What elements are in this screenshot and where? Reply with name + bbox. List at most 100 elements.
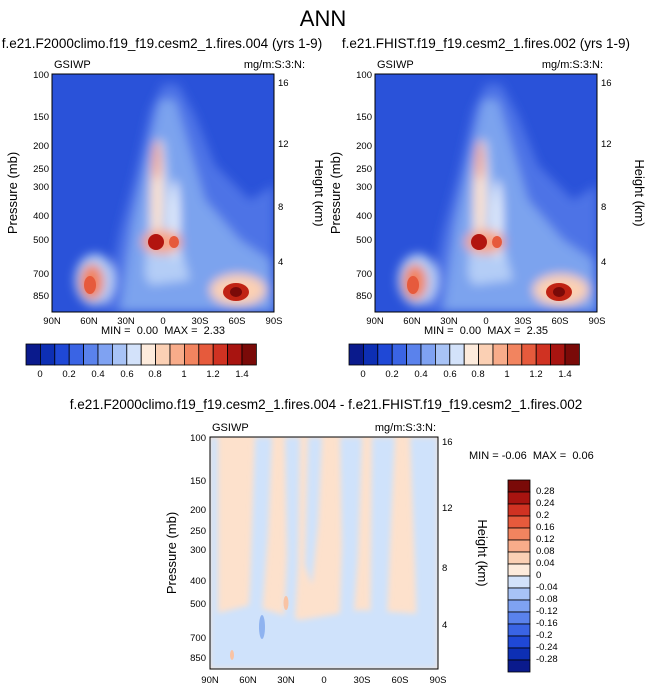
colorbar-label: 0.24 bbox=[536, 498, 555, 509]
colorbar-box bbox=[391, 343, 407, 366]
colorbar-box bbox=[169, 343, 185, 366]
x-tick: 30N bbox=[277, 675, 295, 686]
y-tick: 150 bbox=[356, 112, 372, 123]
colorbar-box bbox=[241, 343, 257, 366]
y-tick: 150 bbox=[33, 112, 49, 123]
colorbar-label: -0.04 bbox=[536, 582, 558, 593]
colorbar-label: 0.4 bbox=[414, 369, 427, 380]
y-right-tick: 8 bbox=[601, 202, 606, 213]
colorbar-box bbox=[507, 635, 531, 649]
colorbar-label: 1 bbox=[181, 369, 186, 380]
x-tick: 60N bbox=[239, 675, 257, 686]
panel-1-right-label: mg/m:S:3:N: bbox=[244, 59, 305, 71]
colorbar-label: 0.2 bbox=[536, 510, 549, 521]
panel-1-colorbar: 0 0.2 0.4 0.6 0.8 1 1.2 1.4 bbox=[25, 343, 257, 380]
panel-1-x-ticks: 90N 60N 30N 0 30S 60S 90S bbox=[43, 316, 282, 327]
panel-2-right-label: mg/m:S:3:N: bbox=[542, 59, 603, 71]
colorbar-box bbox=[507, 527, 531, 541]
y-tick: 400 bbox=[33, 211, 49, 222]
panel-2-title: f.e21.FHIST.f19_f19.cesm2_1.fires.002 (y… bbox=[342, 36, 630, 51]
colorbar-box bbox=[507, 551, 531, 565]
x-tick: 90S bbox=[430, 675, 447, 686]
colorbar-label: -0.28 bbox=[536, 654, 558, 665]
panel-3-ylabel-right: Height (km) bbox=[475, 519, 490, 586]
colorbar-box bbox=[54, 343, 70, 366]
panel-2-left-label: GSIWP bbox=[377, 59, 414, 71]
panel-3-left-label: GSIWP bbox=[212, 422, 249, 434]
y-tick: 300 bbox=[190, 545, 206, 556]
colorbar-box bbox=[435, 343, 451, 366]
colorbar-label: 1.4 bbox=[558, 369, 571, 380]
y-tick: 500 bbox=[190, 599, 206, 610]
x-tick: 90N bbox=[366, 316, 384, 327]
colorbar-label: -0.16 bbox=[536, 618, 558, 629]
panel-3-ylabel: Pressure (mb) bbox=[164, 512, 179, 594]
x-tick: 60S bbox=[392, 675, 409, 686]
colorbar-box bbox=[155, 343, 171, 366]
x-tick: 30N bbox=[440, 316, 458, 327]
colorbar-box bbox=[83, 343, 99, 366]
panel-2-x-ticks: 90N 60N 30N 0 30S 60S 90S bbox=[366, 316, 605, 327]
colorbar-box bbox=[507, 563, 531, 577]
colorbar-label: 0.2 bbox=[385, 369, 398, 380]
colorbar-box bbox=[507, 587, 531, 601]
x-tick: 60N bbox=[80, 316, 98, 327]
colorbar-label: 0.8 bbox=[471, 369, 484, 380]
y-tick: 200 bbox=[356, 141, 372, 152]
x-tick: 0 bbox=[483, 316, 488, 327]
x-tick: 60S bbox=[552, 316, 569, 327]
colorbar-box bbox=[492, 343, 508, 366]
colorbar-box bbox=[507, 491, 531, 505]
x-tick: 90N bbox=[201, 675, 219, 686]
y-right-tick: 4 bbox=[278, 257, 283, 268]
panel-2-y-ticks: 100 150 200 250 300 400 500 700 850 bbox=[356, 70, 372, 302]
colorbar-box bbox=[535, 343, 551, 366]
colorbar-box bbox=[40, 343, 56, 366]
colorbar-box bbox=[198, 343, 214, 366]
panel-1: f.e21.F2000climo.f19_f19.cesm2_1.fires.0… bbox=[2, 36, 323, 380]
y-right-tick: 8 bbox=[278, 202, 283, 213]
y-right-tick: 4 bbox=[601, 257, 606, 268]
y-tick: 500 bbox=[33, 235, 49, 246]
panel-3-min-max: MIN = -0.06 MAX = 0.06 bbox=[469, 450, 594, 462]
x-tick: 60N bbox=[403, 316, 421, 327]
y-tick: 700 bbox=[33, 269, 49, 280]
panel-1-min-max: MIN = 0.00 MAX = 2.33 bbox=[101, 325, 225, 337]
colorbar-box bbox=[68, 343, 84, 366]
panel-3-y-ticks: 100 150 200 250 300 400 500 700 850 bbox=[190, 433, 206, 664]
colorbar-box bbox=[377, 343, 393, 366]
colorbar-box bbox=[126, 343, 142, 366]
main-title: ANN bbox=[299, 6, 347, 31]
colorbar-label: 0 bbox=[360, 369, 365, 380]
colorbar-box bbox=[507, 623, 531, 637]
y-right-tick: 16 bbox=[601, 78, 612, 89]
panel-1-field bbox=[52, 74, 274, 312]
y-right-tick: 12 bbox=[601, 139, 612, 150]
colorbar-box bbox=[112, 343, 128, 366]
panel-3-x-ticks: 90N 60N 30N 0 30S 60S 90S bbox=[201, 675, 446, 686]
x-tick: 0 bbox=[160, 316, 165, 327]
panel-2-ylabel: Pressure (mb) bbox=[328, 152, 343, 234]
colorbar-label: 0.04 bbox=[536, 558, 555, 569]
y-tick: 100 bbox=[33, 70, 49, 81]
colorbar-label: 0.16 bbox=[536, 522, 555, 533]
y-tick: 500 bbox=[356, 235, 372, 246]
panel-3-title: f.e21.F2000climo.f19_f19.cesm2_1.fires.0… bbox=[70, 397, 583, 412]
panel-1-left-label: GSIWP bbox=[54, 59, 91, 71]
y-tick: 850 bbox=[190, 653, 206, 664]
y-right-tick: 4 bbox=[442, 620, 447, 631]
colorbar-box bbox=[550, 343, 566, 366]
colorbar-box bbox=[521, 343, 537, 366]
y-right-tick: 16 bbox=[278, 78, 289, 89]
colorbar-box bbox=[507, 503, 531, 517]
y-tick: 300 bbox=[356, 182, 372, 193]
x-tick: 90S bbox=[266, 316, 283, 327]
colorbar-box bbox=[406, 343, 422, 366]
y-tick: 700 bbox=[356, 269, 372, 280]
y-tick: 400 bbox=[356, 211, 372, 222]
y-tick: 100 bbox=[190, 433, 206, 444]
x-tick: 60S bbox=[229, 316, 246, 327]
panel-3-y-right-ticks: 16 12 8 4 bbox=[442, 437, 453, 631]
colorbar-box bbox=[463, 343, 479, 366]
panel-3-right-label: mg/m:S:3:N: bbox=[375, 422, 436, 434]
